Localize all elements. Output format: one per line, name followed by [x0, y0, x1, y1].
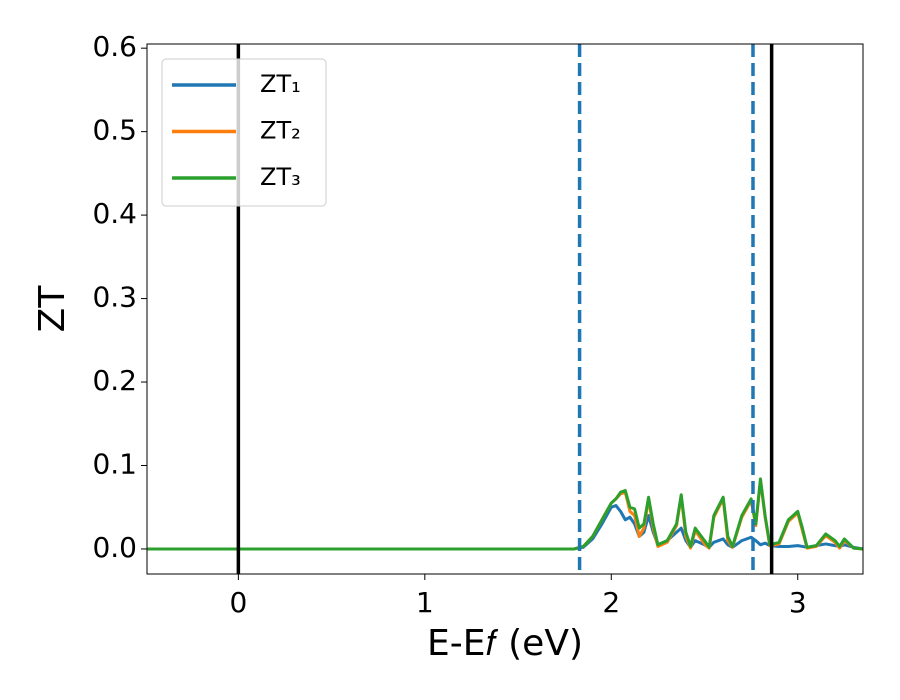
y-tick-label: 0.0	[92, 531, 137, 564]
y-axis-label: ZT	[32, 285, 73, 333]
x-tick-label: 0	[229, 586, 247, 619]
plot-area	[147, 44, 863, 574]
y-tick-label: 0.4	[92, 197, 137, 230]
y-tick-label: 0.5	[92, 114, 137, 147]
series-line	[147, 504, 863, 551]
legend-box	[161, 58, 327, 207]
x-tick-label: 1	[416, 586, 434, 619]
y-tick-label: 0.6	[92, 30, 137, 63]
y-tick-label: 0.1	[92, 447, 137, 480]
x-axis-label: E-E𝑓 (eV)	[427, 623, 583, 664]
series-line	[147, 477, 863, 551]
y-tick-label: 0.3	[92, 281, 137, 314]
x-tick-label: 3	[789, 586, 807, 619]
plot-frame	[146, 43, 864, 575]
x-tick-label: 2	[602, 586, 620, 619]
legend-label: ZT₁	[260, 70, 301, 98]
y-tick-label: 0.2	[92, 364, 137, 397]
legend-label: ZT₃	[260, 163, 301, 191]
legend-label: ZT₂	[260, 117, 301, 145]
